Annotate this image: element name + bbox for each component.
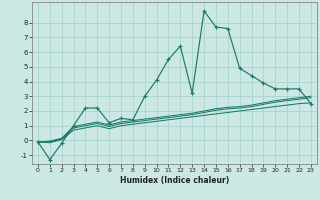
X-axis label: Humidex (Indice chaleur): Humidex (Indice chaleur) bbox=[120, 176, 229, 185]
